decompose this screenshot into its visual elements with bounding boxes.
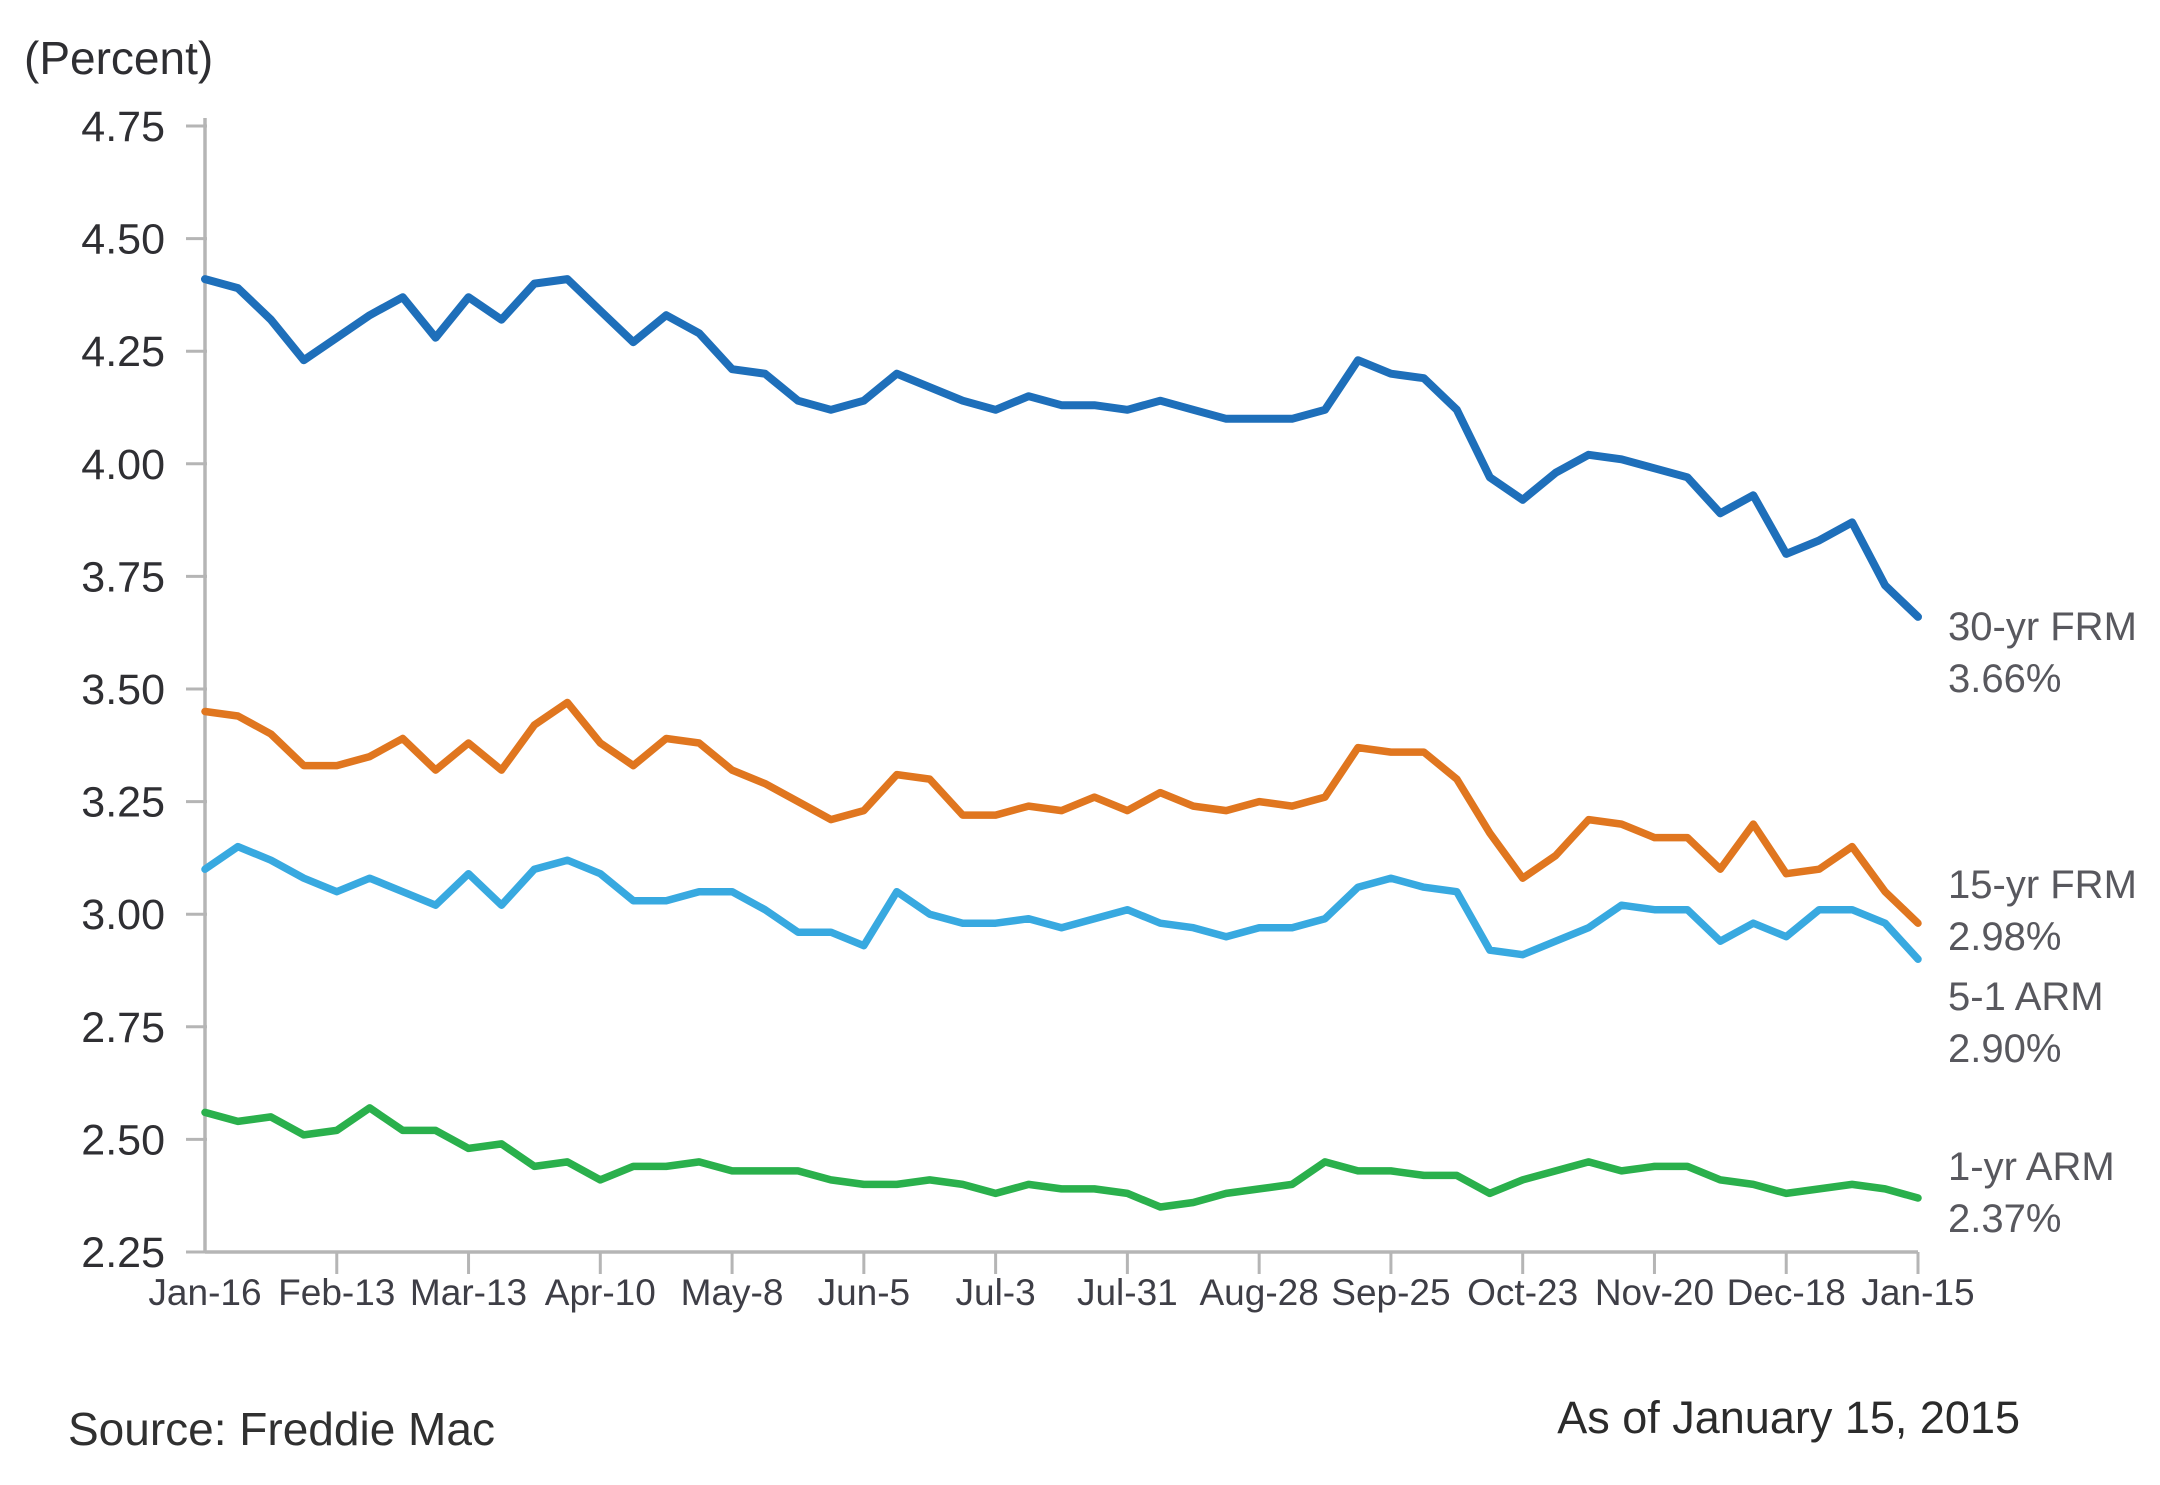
series-value-1-yr-arm: 2.37% [1948, 1197, 2061, 1241]
x-tick-label: Dec-18 [1727, 1272, 1846, 1313]
x-tick-label: Feb-13 [278, 1272, 395, 1313]
x-tick-label: Jul-31 [1077, 1272, 1178, 1313]
x-tick-label: May-8 [681, 1272, 784, 1313]
y-tick-label: 4.00 [81, 441, 165, 489]
x-tick-label: Jul-3 [956, 1272, 1036, 1313]
y-tick-label: 3.50 [81, 666, 165, 714]
y-axis: 4.75 4.50 4.25 4.00 3.75 3.50 3.25 3.00 2.75 2.50… [81, 103, 207, 1277]
x-tick-label: Mar-13 [410, 1272, 527, 1313]
x-tick-label: Aug-28 [1199, 1272, 1318, 1313]
y-tick-label: 3.75 [81, 553, 165, 601]
y-axis-unit-label: (Percent) [24, 32, 213, 84]
series-line-30-yr-frm [201, 275, 1922, 621]
series-label-30-yr-frm: 30-yr FRM [1948, 605, 2137, 649]
series-value-15-yr-frm: 2.98% [1948, 915, 2061, 959]
as-of-date-label: As of January 15, 2015 [1557, 1392, 2020, 1443]
series-value-30-yr-frm: 3.66% [1948, 657, 2061, 701]
series-line-1-yr-arm [201, 1104, 1922, 1211]
x-tick-label: Oct-23 [1467, 1272, 1578, 1313]
y-tick-label: 4.25 [81, 328, 165, 376]
y-tick-label: 2.50 [81, 1116, 165, 1164]
series-end-labels: 30-yr FRM 3.66% 15-yr FRM 2.98% 5-1 ARM 2.90%… [1948, 605, 2137, 1241]
y-tick-label: 4.75 [81, 103, 165, 151]
series-line-15-yr-frm [201, 698, 1922, 927]
x-axis: Jan-16 Feb-13 Mar-13 Apr-10 May-8 Jun-5 Jul-3 J… [148, 1250, 1975, 1313]
y-tick-label: 2.25 [81, 1229, 165, 1277]
x-tick-label: Nov-20 [1595, 1272, 1714, 1313]
x-tick-label: Sep-25 [1331, 1272, 1450, 1313]
series-value-5-1-arm: 2.90% [1948, 1027, 2061, 1071]
y-tick-label: 4.50 [81, 216, 165, 264]
y-tick-label: 2.75 [81, 1004, 165, 1052]
series-line-5-1-arm [201, 842, 1922, 963]
x-tick-label: Jan-15 [1861, 1272, 1974, 1313]
series-lines [201, 275, 1922, 1211]
series-label-1-yr-arm: 1-yr ARM [1948, 1145, 2115, 1189]
y-tick-label: 3.25 [81, 779, 165, 827]
series-label-5-1-arm: 5-1 ARM [1948, 975, 2104, 1019]
x-tick-label: Jun-5 [818, 1272, 911, 1313]
x-tick-label: Jan-16 [148, 1272, 261, 1313]
source-label: Source: Freddie Mac [68, 1403, 495, 1455]
series-label-15-yr-frm: 15-yr FRM [1948, 863, 2137, 907]
x-tick-label: Apr-10 [545, 1272, 656, 1313]
y-tick-label: 3.00 [81, 891, 165, 939]
